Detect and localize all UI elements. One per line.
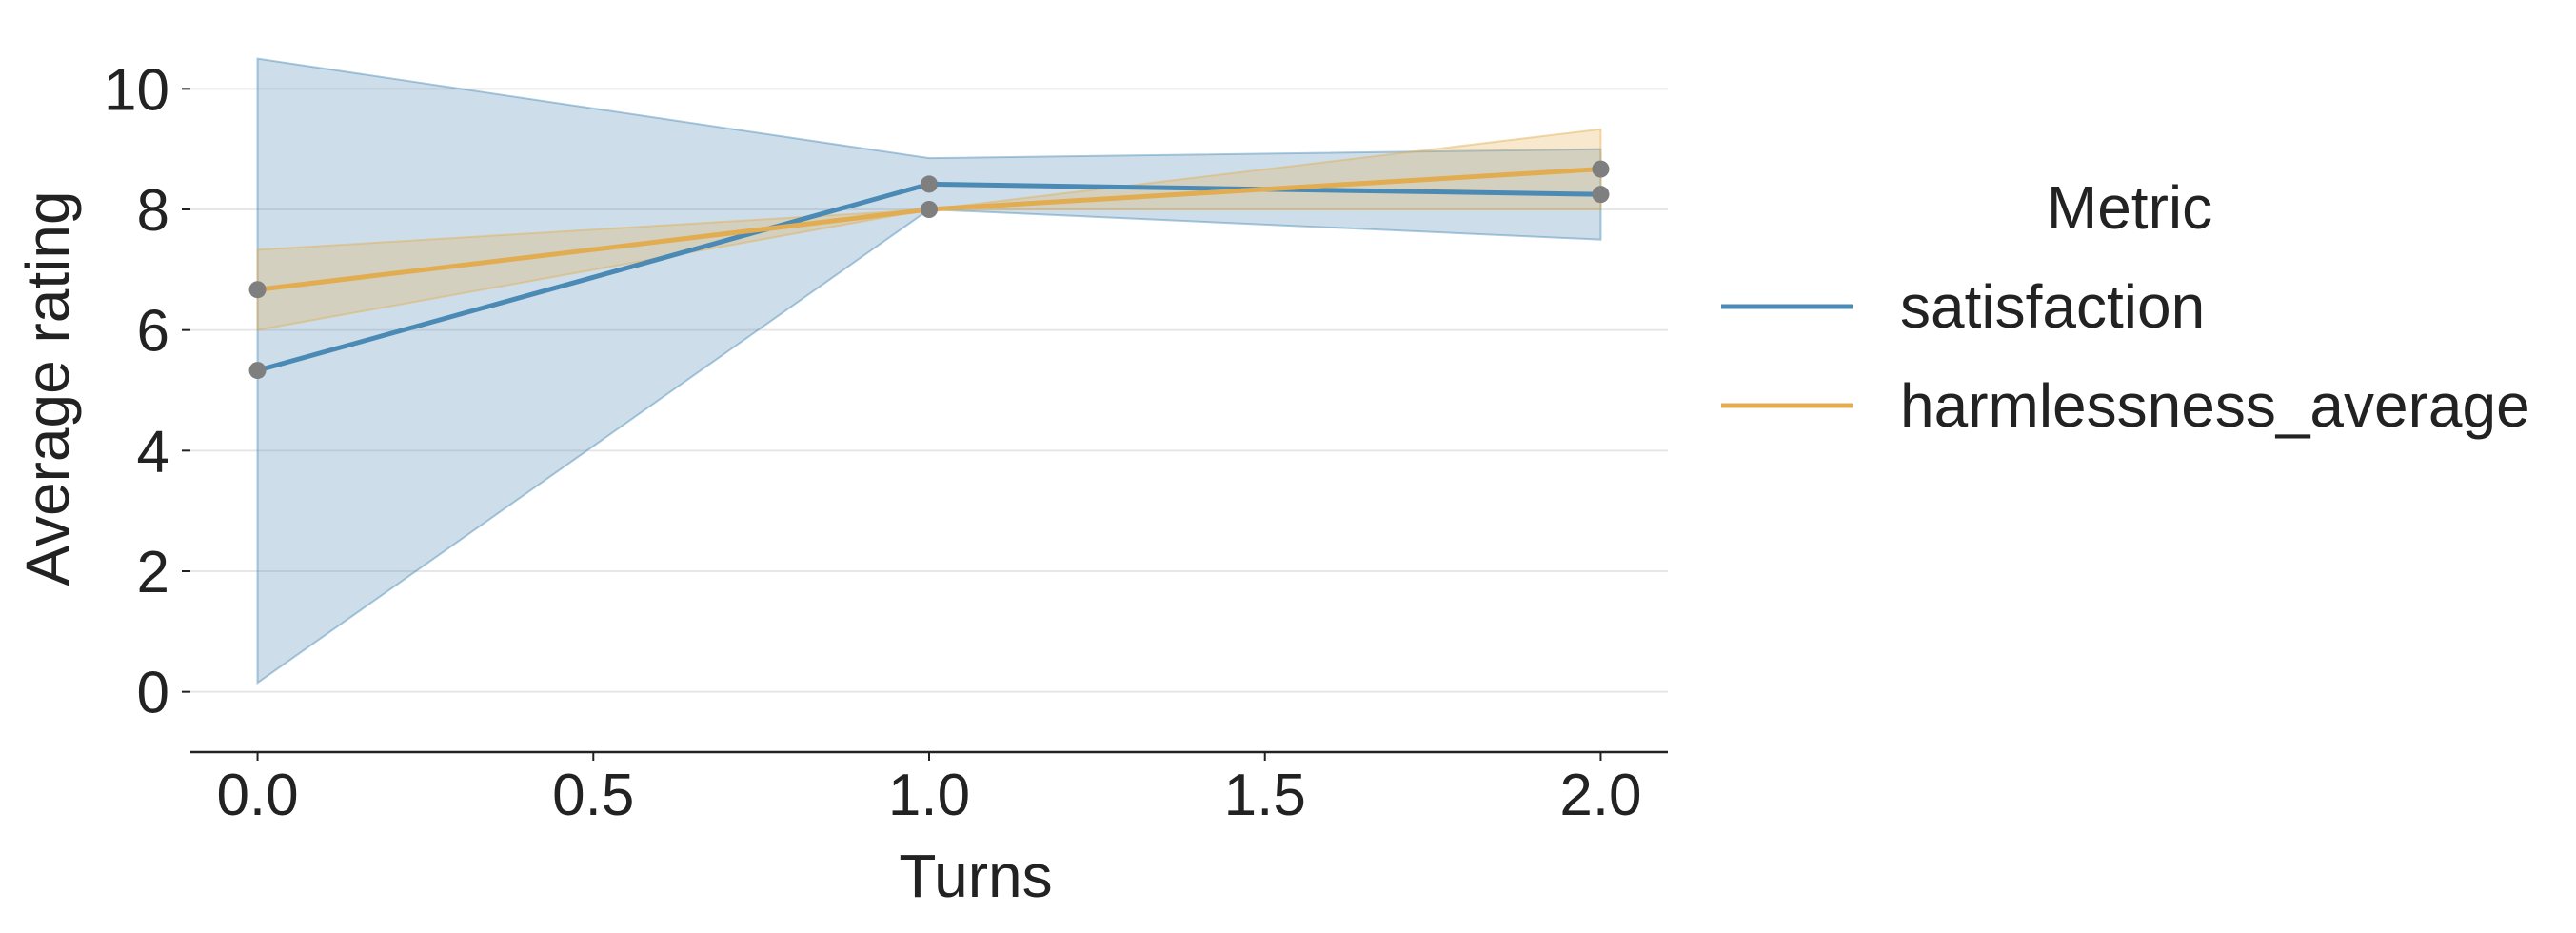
data-point-satisfaction (1592, 186, 1610, 204)
legend-title: Metric (2047, 173, 2212, 242)
y-tick-label: 2 (137, 540, 169, 605)
data-point-harmlessness_average (1592, 160, 1610, 178)
y-tick-label: 10 (104, 57, 169, 123)
axes: 0 2 4 6 8 10 0.0 0.5 1.0 1.5 2.0 (104, 57, 1668, 828)
x-tick-label: 2.0 (1559, 763, 1641, 828)
x-tick-label: 0.5 (552, 763, 634, 828)
y-tick-label: 6 (137, 299, 169, 365)
y-tick-label: 8 (137, 178, 169, 244)
data-point-satisfaction (248, 362, 267, 380)
x-axis-title: Turns (899, 842, 1052, 910)
data-point-harmlessness_average (248, 281, 267, 299)
x-tick-label: 1.5 (1224, 763, 1306, 828)
x-tick-label: 1.0 (888, 763, 970, 828)
data-point-satisfaction (921, 175, 938, 193)
ci-band-satisfaction (256, 57, 1602, 685)
legend-label-satisfaction: satisfaction (1900, 272, 2205, 341)
data-point-harmlessness_average (921, 201, 938, 218)
y-axis-title: Average rating (13, 190, 82, 586)
y-tick-label: 0 (137, 661, 169, 726)
y-tick-label: 4 (137, 419, 169, 485)
confidence-bands (256, 57, 1602, 685)
legend: Metric satisfaction harmlessness_average (1721, 173, 2530, 440)
data-markers (248, 160, 1610, 380)
x-tick-label: 0.0 (216, 763, 298, 828)
legend-label-harmlessness_average: harmlessness_average (1900, 371, 2530, 440)
